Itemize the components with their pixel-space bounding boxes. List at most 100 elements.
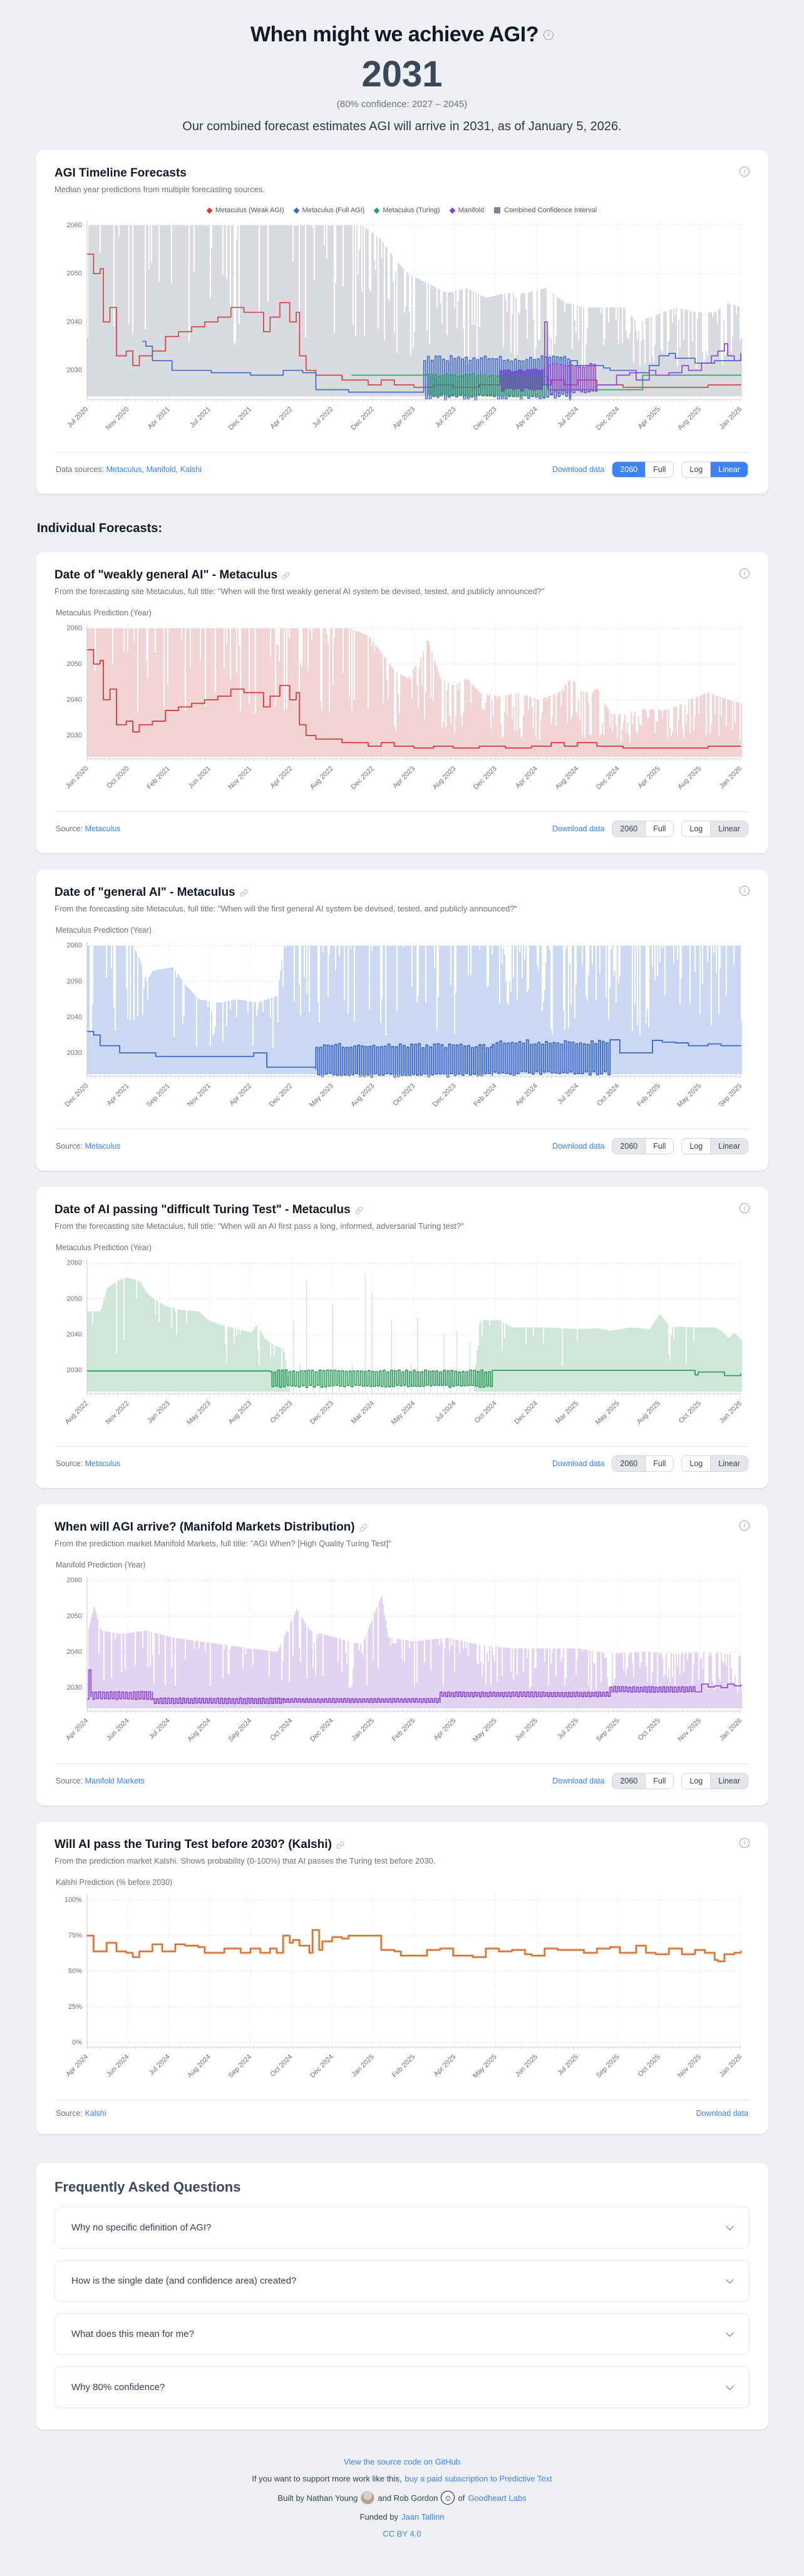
range-2060-button[interactable]: 2060	[612, 1139, 646, 1154]
kalshi-card: Will AI pass the Turing Test before 2030…	[36, 1822, 768, 2134]
link-icon[interactable]	[240, 889, 248, 897]
y-axis-label: Metaculus Prediction (Year)	[56, 926, 152, 935]
nathan-young-avatar	[361, 2491, 375, 2505]
legend-marker-confidence-interval	[494, 207, 501, 213]
y-axis-label: Metaculus Prediction (Year)	[56, 608, 152, 617]
page-footer: View the source code on GitHub If you wa…	[36, 2457, 768, 2538]
scale-toggle: Log Linear	[681, 821, 748, 837]
legend-item[interactable]: Manifold	[449, 207, 484, 214]
jaan-tallinn-link[interactable]: Jaan Tallinn	[401, 2512, 445, 2522]
card-title: Date of "weakly general AI" - Metaculus	[54, 568, 278, 582]
legend-item[interactable]: Combined Confidence Interval	[494, 207, 597, 214]
link-icon[interactable]	[282, 572, 290, 580]
info-icon[interactable]	[740, 1838, 750, 1848]
agi-timeline-card: AGI Timeline Forecasts Median year predi…	[36, 150, 768, 494]
github-link[interactable]: View the source code on GitHub	[343, 2457, 461, 2466]
range-2060-button[interactable]: 2060	[612, 462, 646, 477]
scale-toggle: Log Linear	[681, 1773, 748, 1789]
download-data-link[interactable]: Download data	[552, 824, 605, 833]
scale-log-button[interactable]: Log	[682, 1139, 711, 1154]
legend-item[interactable]: Metaculus (Full AGI)	[293, 207, 364, 214]
goodheart-labs-link[interactable]: Goodheart Labs	[468, 2493, 527, 2503]
range-toggle: 2060 Full	[612, 461, 674, 478]
source-link-kalshi[interactable]: Kalshi	[180, 465, 202, 474]
card-subtitle: Median year predictions from multiple fo…	[54, 185, 265, 194]
faq-item-meaning[interactable]: What does this mean for me?	[54, 2313, 750, 2355]
download-data-link[interactable]: Download data	[696, 2109, 748, 2118]
faq-item-confidence[interactable]: Why 80% confidence?	[54, 2366, 750, 2408]
link-icon[interactable]	[359, 1524, 368, 1532]
turing-test-chart	[54, 1255, 750, 1442]
range-full-button[interactable]: Full	[645, 821, 674, 836]
link-icon[interactable]	[336, 1841, 344, 1849]
card-title: Date of "general AI" - Metaculus	[54, 886, 235, 899]
individual-forecasts-heading: Individual Forecasts:	[37, 521, 163, 535]
data-sources: Data sources: Metaculus, Manifold, Kalsh…	[56, 465, 202, 474]
source-link[interactable]: Metaculus	[85, 1459, 121, 1468]
license-link[interactable]: CC BY 4.0	[383, 2529, 421, 2538]
hero: When might we achieve AGI? 2031 (80% con…	[36, 23, 768, 134]
card-footer: Source: Kalshi Download data	[54, 2100, 750, 2123]
source-link[interactable]: Manifold Markets	[85, 1777, 145, 1785]
range-toggle: 2060 Full	[612, 1773, 674, 1789]
scale-log-button[interactable]: Log	[682, 462, 711, 477]
range-full-button[interactable]: Full	[645, 462, 674, 477]
turing-test-card: Date of AI passing "difficult Turing Tes…	[36, 1187, 768, 1488]
scale-log-button[interactable]: Log	[682, 1773, 711, 1788]
legend-item[interactable]: Metaculus (Turing)	[373, 207, 440, 214]
manifold-card: When will AGI arrive? (Manifold Markets …	[36, 1504, 768, 1805]
source-link-manifold[interactable]: Manifold	[146, 465, 176, 474]
range-toggle: 2060 Full	[612, 1455, 674, 1472]
chevron-down-icon	[726, 2329, 734, 2337]
scale-linear-button[interactable]: Linear	[710, 462, 748, 477]
source-link-metaculus[interactable]: Metaculus	[106, 465, 142, 474]
scale-linear-button[interactable]: Linear	[710, 821, 748, 836]
card-title: Date of AI passing "difficult Turing Tes…	[54, 1203, 351, 1216]
y-axis-label: Metaculus Prediction (Year)	[56, 1243, 152, 1252]
link-icon[interactable]	[355, 1206, 363, 1214]
faq-heading: Frequently Asked Questions	[54, 2179, 241, 2195]
title-info-icon[interactable]	[543, 29, 554, 40]
source-link[interactable]: Metaculus	[85, 1142, 121, 1151]
scale-linear-button[interactable]: Linear	[710, 1773, 748, 1788]
range-full-button[interactable]: Full	[645, 1139, 674, 1154]
info-icon[interactable]	[740, 886, 750, 896]
faq-item-definition[interactable]: Why no specific definition of AGI?	[54, 2207, 750, 2249]
scale-log-button[interactable]: Log	[682, 821, 711, 836]
range-2060-button[interactable]: 2060	[612, 821, 646, 836]
manifold-chart	[54, 1572, 750, 1760]
card-subtitle: From the forecasting site Metaculus, ful…	[54, 587, 545, 596]
subscription-link[interactable]: buy a paid subscription to Predictive Te…	[405, 2474, 552, 2483]
kalshi-chart	[54, 1889, 750, 2096]
range-2060-button[interactable]: 2060	[612, 1456, 646, 1471]
download-data-link[interactable]: Download data	[552, 465, 605, 474]
download-data-link[interactable]: Download data	[552, 1777, 605, 1785]
faq-card: Frequently Asked Questions Why no specif…	[36, 2163, 768, 2430]
info-icon[interactable]	[740, 167, 750, 177]
y-axis-label: Kalshi Prediction (% before 2030)	[56, 1878, 173, 1887]
legend-item[interactable]: Metaculus (Weak AGI)	[206, 207, 284, 214]
range-full-button[interactable]: Full	[645, 1773, 674, 1788]
scale-linear-button[interactable]: Linear	[710, 1139, 748, 1154]
chart-legend: Metaculus (Weak AGI) Metaculus (Full AGI…	[54, 207, 750, 214]
range-toggle: 2060 Full	[612, 1138, 674, 1154]
range-2060-button[interactable]: 2060	[612, 1773, 646, 1788]
source-link[interactable]: Metaculus	[85, 824, 121, 833]
info-icon[interactable]	[740, 568, 750, 578]
download-data-link[interactable]: Download data	[552, 1459, 605, 1468]
scale-log-button[interactable]: Log	[682, 1456, 711, 1471]
range-toggle: 2060 Full	[612, 821, 674, 837]
scale-linear-button[interactable]: Linear	[710, 1456, 748, 1471]
card-title: When will AGI arrive? (Manifold Markets …	[54, 1521, 355, 1534]
scale-toggle: Log Linear	[681, 461, 748, 478]
faq-item-single-date[interactable]: How is the single date (and confidence a…	[54, 2260, 750, 2302]
chevron-down-icon	[726, 2382, 734, 2390]
agi-timeline-chart	[54, 215, 750, 448]
source-link[interactable]: Kalshi	[85, 2109, 106, 2118]
download-data-link[interactable]: Download data	[552, 1142, 605, 1151]
info-icon[interactable]	[740, 1203, 750, 1213]
page-title: When might we achieve AGI?	[250, 23, 539, 46]
full-agi-card: Date of "general AI" - Metaculus From th…	[36, 870, 768, 1171]
info-icon[interactable]	[740, 1521, 750, 1531]
range-full-button[interactable]: Full	[645, 1456, 674, 1471]
